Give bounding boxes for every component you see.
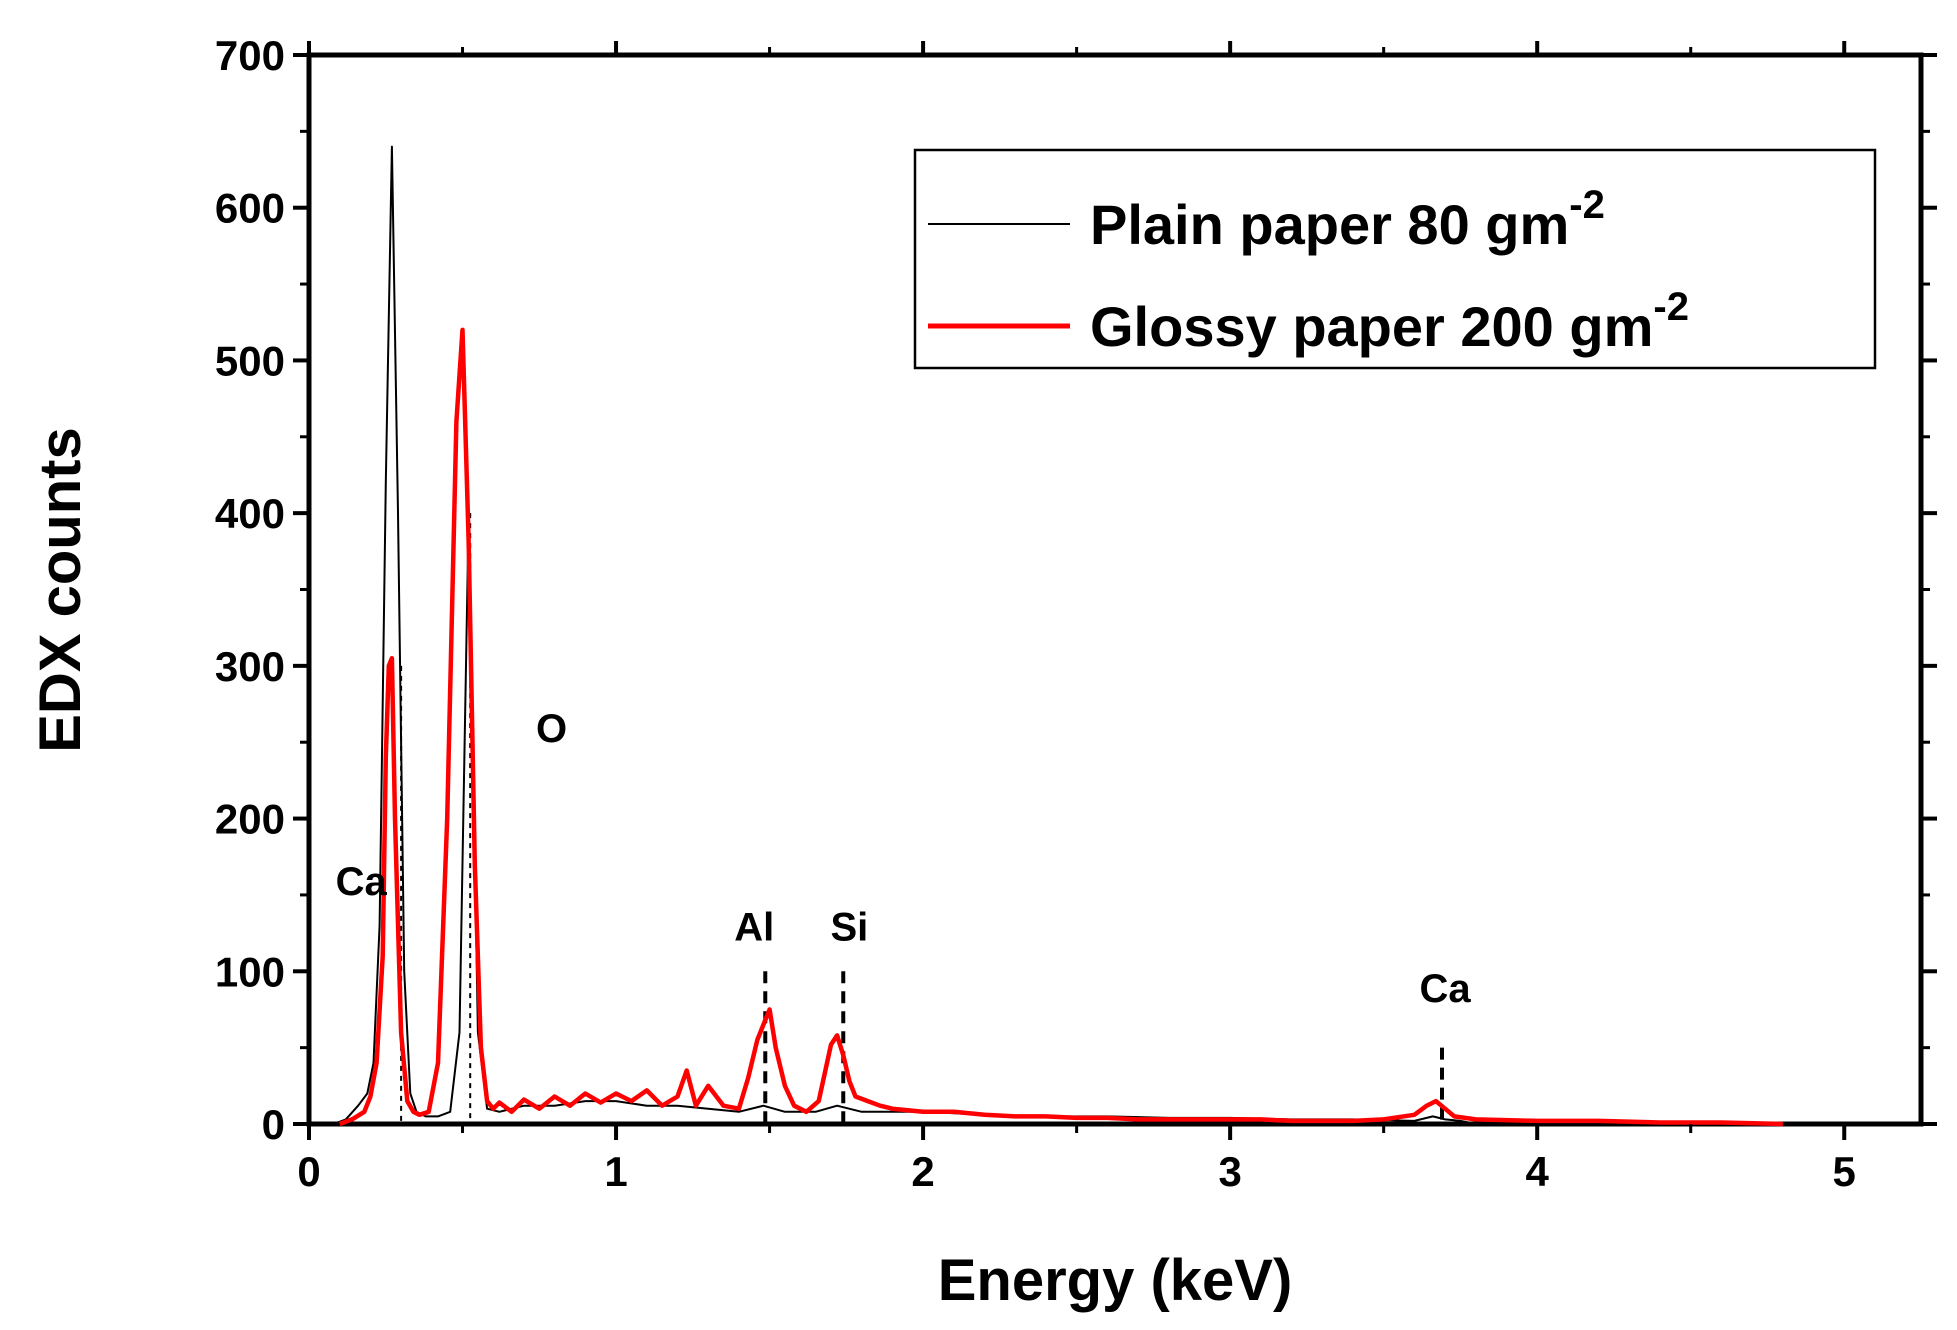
y-axis-title: EDX counts [28,427,93,753]
y-tick-label-7: 700 [215,32,285,79]
peak-label-2: Al [734,906,774,950]
reference-lines [400,513,1445,1124]
peak-label-3: Si [831,906,869,950]
x-tick-label-4: 4 [1526,1148,1550,1195]
peak-label-4: Ca [1420,967,1472,1011]
x-axis-title: Energy (keV) [938,1248,1293,1313]
annotations-layer: Ca O Al Si Ca [336,707,1472,1011]
legend: Plain paper 80 gm-2 Glossy paper 200 gm-… [913,148,1877,370]
y-tick-label-3: 300 [215,643,285,690]
y-tick-label-0: 0 [262,1101,285,1148]
y-tick-label-4: 400 [215,490,285,537]
series-layer [333,145,1783,1127]
x-tick-label-1: 1 [604,1148,627,1195]
legend-label-glossy-text: Glossy paper 200 gm [1090,295,1653,358]
ticks-layer: 0 1 2 3 4 5 0 100 200 300 400 500 600 700 [215,32,1937,1195]
y-tick-label-1: 100 [215,948,285,995]
legend-label-plain: Plain paper 80 gm-2 [1090,183,1605,256]
series-line-1 [338,327,1783,1127]
legend-label-glossy: Glossy paper 200 gm-2 [1090,285,1689,358]
y-tick-label-5: 500 [215,337,285,384]
x-tick-label-2: 2 [911,1148,934,1195]
legend-box [913,148,1877,370]
y-tick-label-2: 200 [215,796,285,843]
y-tick-label-6: 600 [215,185,285,232]
legend-label-plain-sup: -2 [1569,183,1605,227]
peak-label-0: Ca [336,860,388,904]
legend-label-plain-text: Plain paper 80 gm [1090,193,1569,256]
legend-label-glossy-sup: -2 [1653,285,1689,329]
x-tick-label-5: 5 [1833,1148,1856,1195]
x-tick-label-0: 0 [297,1148,320,1195]
x-tick-label-3: 3 [1218,1148,1241,1195]
peak-label-1: O [536,707,567,751]
